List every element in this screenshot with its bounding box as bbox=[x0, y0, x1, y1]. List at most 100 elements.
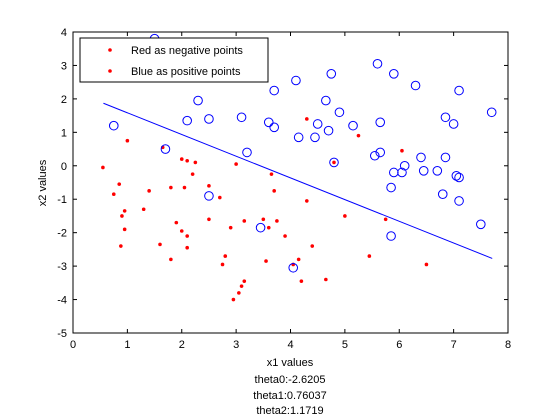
y-tick-label: -3 bbox=[57, 261, 67, 273]
positive-point bbox=[310, 132, 320, 143]
negative-point bbox=[269, 172, 274, 176]
negative-point bbox=[223, 254, 228, 258]
negative-point bbox=[367, 254, 372, 258]
positive-point bbox=[160, 144, 171, 154]
negative-point bbox=[182, 185, 187, 190]
caption-theta0: theta0:-2.6205 bbox=[255, 374, 326, 386]
positive-point bbox=[291, 75, 301, 86]
y-tick-label: -2 bbox=[57, 228, 67, 240]
positive-point bbox=[329, 157, 339, 168]
positive-point bbox=[269, 85, 279, 96]
positive-point bbox=[440, 112, 451, 123]
negative-point bbox=[169, 257, 173, 262]
positive-point bbox=[263, 117, 274, 128]
positive-point bbox=[454, 196, 464, 206]
negative-point bbox=[185, 245, 189, 250]
negative-point bbox=[242, 279, 247, 283]
decision-boundary-line bbox=[103, 102, 493, 259]
negative-point bbox=[266, 225, 271, 230]
positive-point bbox=[454, 172, 464, 183]
negative-point bbox=[237, 291, 241, 295]
x-tick-label: 6 bbox=[396, 339, 402, 351]
negative-point bbox=[218, 195, 222, 200]
positive-point bbox=[454, 85, 464, 96]
positive-point bbox=[312, 119, 323, 129]
positive-point bbox=[416, 152, 426, 163]
negative-point bbox=[174, 220, 179, 225]
negative-point bbox=[310, 244, 315, 248]
positive-point bbox=[242, 147, 252, 158]
negative-point bbox=[101, 165, 105, 170]
negative-point bbox=[324, 277, 328, 282]
positive-point bbox=[386, 231, 396, 241]
negative-point bbox=[125, 138, 130, 143]
caption-theta2: theta2:1.1719 bbox=[256, 405, 323, 417]
y-tick-label: 0 bbox=[61, 161, 67, 173]
positive-point bbox=[326, 69, 337, 79]
legend-marker-positive bbox=[108, 69, 112, 73]
legend: Red as negative points Blue as positive … bbox=[79, 37, 269, 83]
positive-point bbox=[255, 222, 266, 233]
negative-point bbox=[383, 217, 388, 222]
positive-point bbox=[440, 152, 451, 163]
positive-point bbox=[451, 171, 462, 181]
x-tick-label: 8 bbox=[505, 339, 511, 351]
positive-point bbox=[269, 122, 279, 133]
x-tick-label: 3 bbox=[233, 339, 239, 351]
positive-point bbox=[293, 132, 304, 143]
positive-point bbox=[348, 120, 358, 131]
negative-point bbox=[400, 148, 404, 153]
x-tick-label: 7 bbox=[451, 339, 457, 351]
negative-point bbox=[169, 185, 173, 190]
negative-point bbox=[332, 160, 336, 165]
y-tick-label: 2 bbox=[61, 94, 67, 106]
x-tick-label: 1 bbox=[124, 339, 130, 351]
negative-point bbox=[220, 262, 225, 267]
caption-theta1: theta1:0.76037 bbox=[253, 390, 326, 402]
positive-point bbox=[432, 165, 443, 176]
y-tick-label: 1 bbox=[61, 127, 67, 139]
negative-point bbox=[141, 207, 146, 212]
positive-point bbox=[334, 107, 345, 118]
y-tick-label: -5 bbox=[57, 328, 67, 340]
negative-point bbox=[234, 162, 238, 166]
negative-point bbox=[122, 209, 127, 213]
x-tick-label: 2 bbox=[179, 339, 185, 351]
positive-point bbox=[476, 219, 486, 230]
positive-point bbox=[397, 167, 407, 178]
negative-point bbox=[299, 279, 304, 283]
negative-point bbox=[261, 217, 266, 222]
negative-point bbox=[275, 219, 279, 223]
x-tick-label: 4 bbox=[287, 339, 293, 351]
positive-point bbox=[323, 125, 334, 136]
negative-point bbox=[239, 284, 244, 288]
negative-point bbox=[231, 297, 236, 302]
negative-point bbox=[242, 219, 247, 223]
positive-point bbox=[389, 69, 399, 79]
positive-point bbox=[193, 95, 203, 106]
y-tick-label: -4 bbox=[57, 295, 67, 307]
x-axis-label: x1 values bbox=[267, 357, 314, 369]
positive-point bbox=[418, 165, 429, 176]
negative-point bbox=[117, 182, 122, 186]
negative-point bbox=[193, 160, 198, 165]
x-tick-label: 0 bbox=[70, 339, 76, 351]
negative-point bbox=[356, 133, 361, 138]
negative-point bbox=[111, 192, 116, 197]
negative-point bbox=[190, 172, 195, 176]
negative-point bbox=[207, 184, 211, 188]
positive-point bbox=[204, 114, 214, 124]
negative-point bbox=[122, 227, 127, 232]
y-tick-label: -1 bbox=[57, 194, 67, 206]
negative-point bbox=[207, 217, 211, 222]
positive-point bbox=[108, 120, 119, 131]
x-tick-label: 5 bbox=[342, 339, 348, 351]
positive-point bbox=[204, 191, 214, 201]
negative-point bbox=[179, 157, 184, 161]
negative-point bbox=[228, 225, 233, 230]
legend-box bbox=[79, 37, 269, 83]
positive-point bbox=[372, 58, 383, 69]
positive-point bbox=[410, 80, 421, 91]
y-tick-label: 4 bbox=[61, 27, 67, 39]
